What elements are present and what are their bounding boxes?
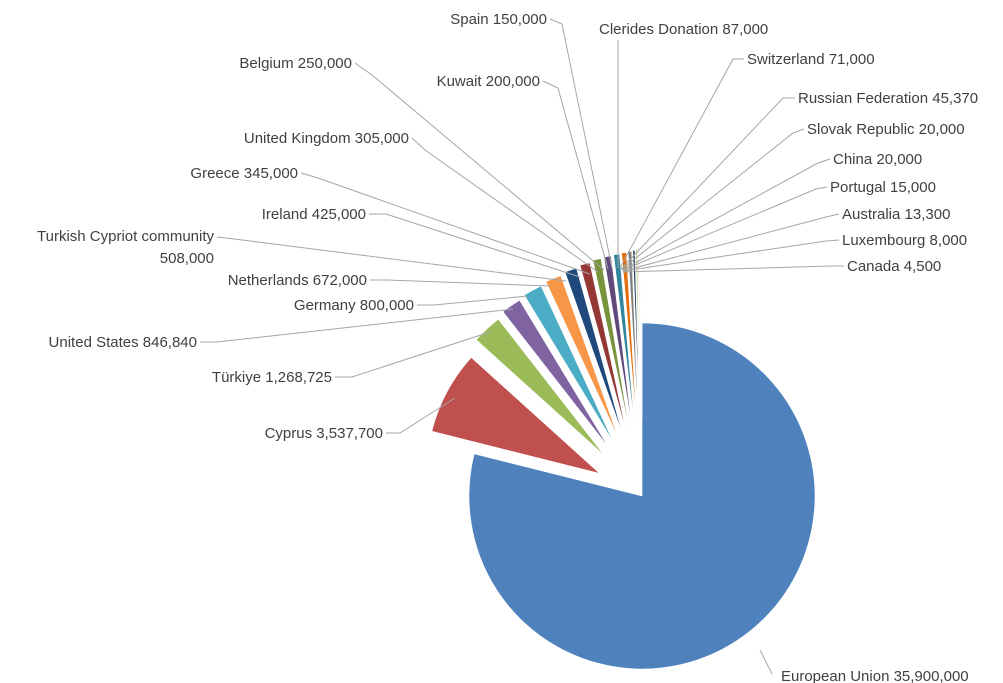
leader-line-greece: [300, 172, 591, 275]
pie-slices: [431, 244, 816, 670]
data-label-portugal: Portugal 15,000: [830, 179, 936, 196]
pie-slice-clerides-donation: [632, 249, 640, 424]
leader-line-australia: [622, 213, 840, 272]
data-label-turkish-cypriot-community-line-1: Turkish Cypriot community: [37, 228, 214, 245]
leader-line-belgium: [354, 62, 605, 271]
leader-line-portugal: [622, 186, 828, 271]
pie-slice-united-kingdom: [603, 255, 633, 428]
leader-line-luxembourg: [622, 239, 840, 272]
data-label-clerides-donation: Clerides Donation 87,000: [599, 21, 768, 38]
leader-line-spain: [549, 18, 613, 269]
pie-slice-spain: [627, 250, 639, 425]
data-label-slovak-republic: Slovak Republic 20,000: [807, 121, 965, 138]
data-label-ireland: Ireland 425,000: [262, 206, 366, 223]
leader-line-netherlands: [370, 279, 551, 287]
data-label-greece: Greece 345,000: [190, 165, 298, 182]
leader-line-cyprus: [386, 397, 456, 434]
leader-line-united-kingdom: [411, 137, 599, 273]
leader-line-ireland: [369, 213, 581, 278]
data-label-spain: Spain 150,000: [450, 11, 547, 28]
data-label-t-rkiye: Türkiye 1,268,725: [212, 369, 332, 386]
data-label-belgium: Belgium 250,000: [239, 55, 352, 72]
pie-slice-russian-federation: [637, 247, 642, 422]
leader-line-united-states: [200, 308, 514, 343]
data-labels: European Union 35,900,000 Cyprus 3,537,70…: [37, 11, 978, 683]
leader-line-european-union: [759, 649, 773, 675]
pie-slice-t-rkiye: [475, 318, 605, 456]
leader-lines: [200, 18, 844, 675]
pie-slice-united-states: [502, 299, 610, 449]
data-label-turkish-cypriot-community-line-2: 508,000: [160, 250, 214, 267]
data-label-cyprus: Cyprus 3,537,700: [265, 425, 383, 442]
leader-line-turkish-cypriot-community: [216, 236, 567, 282]
data-label-european-union: European Union 35,900,000: [781, 668, 969, 683]
data-label-luxembourg: Luxembourg 8,000: [842, 232, 967, 249]
data-label-united-states: United States 846,840: [49, 334, 197, 351]
pie-slice-european-union: [468, 322, 816, 670]
leader-line-russian-federation: [620, 97, 795, 270]
data-label-australia: Australia 13,300: [842, 206, 950, 223]
leader-line-china: [621, 158, 831, 271]
pie-slice-belgium: [613, 253, 635, 427]
data-label-germany: Germany 800,000: [294, 297, 414, 314]
leader-line-germany: [417, 295, 529, 306]
data-label-russian-federation: Russian Federation 45,370: [798, 90, 978, 107]
pie-slice-switzerland: [635, 248, 641, 423]
leader-line-slovak-republic: [621, 128, 805, 270]
data-label-netherlands: Netherlands 672,000: [228, 272, 367, 289]
pie-slice-kuwait: [621, 252, 638, 426]
data-label-switzerland: Switzerland 71,000: [747, 51, 875, 68]
data-label-kuwait: Kuwait 200,000: [437, 73, 540, 90]
pie-slice-cyprus: [431, 357, 600, 474]
data-label-china: China 20,000: [833, 151, 922, 168]
leader-line-switzerland: [619, 58, 744, 269]
data-label-united-kingdom: United Kingdom 305,000: [244, 130, 409, 147]
leader-line-canada: [622, 265, 844, 273]
data-label-canada: Canada 4,500: [847, 258, 941, 275]
pie-slice-netherlands: [545, 275, 619, 439]
leader-line-kuwait: [542, 80, 609, 270]
pie-slice-ireland: [579, 262, 627, 432]
leader-line-t-rkiye: [335, 331, 491, 378]
